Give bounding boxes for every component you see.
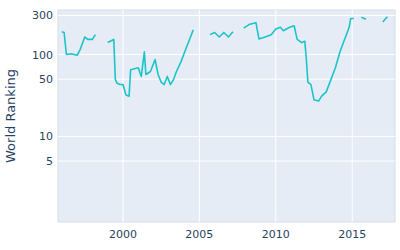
series-group <box>62 17 388 101</box>
y-grid-line <box>58 161 395 162</box>
x-tick-label: 2000 <box>109 228 137 241</box>
plot-area <box>58 10 395 222</box>
x-grid-line <box>199 10 200 222</box>
y-tick-label: 300 <box>32 9 53 22</box>
y-grid-line <box>58 15 395 16</box>
ranking-line <box>62 17 388 101</box>
grid <box>58 10 395 222</box>
y-tick-label: 5 <box>46 155 53 168</box>
x-grid-line <box>122 10 123 222</box>
y-tick-label: 10 <box>39 130 53 143</box>
y-grid-line <box>58 54 395 55</box>
x-grid-line <box>275 10 276 222</box>
x-tick-label: 2015 <box>338 228 366 241</box>
x-grid-line <box>352 10 353 222</box>
background <box>0 0 400 250</box>
chart: 5 10 50 100 300 2000 2005 2010 2015 World Ranking <box>0 0 400 250</box>
y-tick-label: 50 <box>39 73 53 86</box>
y-tick-label: 100 <box>32 49 53 62</box>
x-tick-label: 2005 <box>185 228 213 241</box>
y-grid-line <box>58 79 395 80</box>
y-axis-title: World Ranking <box>3 69 18 163</box>
y-grid-line <box>58 136 395 137</box>
x-tick-label: 2010 <box>262 228 290 241</box>
